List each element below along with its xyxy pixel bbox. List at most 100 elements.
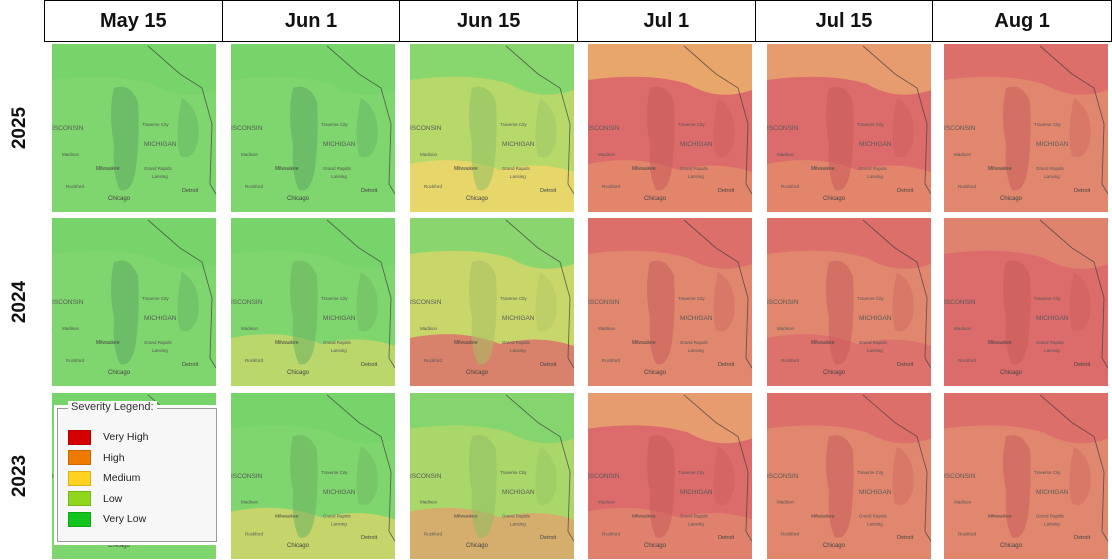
state-border [505,219,574,369]
label-chicago: Chicago [108,196,131,202]
label-detroit: Detroit [361,188,378,194]
map-svg: ISCONSIN MICHIGAN Traverse City Madison Milw… [588,218,752,386]
label-traverse-city: Traverse City [857,296,884,301]
lake-huron [1069,98,1091,158]
severity-area-south [588,507,752,559]
label-milwaukee: Milwaukee [275,166,299,172]
label-rockford: Rockford [781,184,800,189]
label-chicago: Chicago [1000,370,1023,376]
severity-area-north [588,218,752,269]
label-grand-rapids: Grand Rapids [680,514,709,519]
label-milwaukee: Milwaukee [454,514,478,520]
severity-area-north [944,218,1108,269]
map-tile-2023-jul-15: ISCONSIN MICHIGAN Traverse City Madison Milw… [767,393,931,559]
row-label-2025: 2025 [9,106,30,150]
label-detroit: Detroit [897,188,914,194]
label-detroit: Detroit [540,362,557,368]
label-lansing: Lansing [331,348,347,353]
label-wisconsin: ISCONSIN [231,125,263,132]
row-label-2024: 2024 [9,280,30,324]
map-svg: ISCONSIN MICHIGAN Traverse City Madison Milw… [231,218,395,386]
state-border [147,45,216,195]
label-rockford: Rockford [66,358,85,363]
label-madison: Madison [420,326,438,331]
lake-huron [892,446,914,506]
label-grand-rapids: Grand Rapids [502,514,531,519]
label-traverse-city: Traverse City [678,122,705,127]
label-michigan: MICHIGAN [680,489,713,496]
lake-huron [713,446,735,506]
lake-michigan [647,86,675,191]
severity-area-south [767,160,931,212]
label-madison: Madison [954,326,972,331]
label-milwaukee: Milwaukee [632,514,656,520]
label-lansing: Lansing [510,174,526,179]
label-detroit: Detroit [897,362,914,368]
label-grand-rapids: Grand Rapids [1036,166,1065,171]
lake-huron [535,98,557,158]
label-michigan: MICHIGAN [1036,141,1069,148]
label-milwaukee: Milwaukee [454,340,478,346]
lake-michigan [290,260,318,365]
label-michigan: MICHIGAN [144,315,177,322]
state-border [1039,219,1108,369]
severity-area-north [588,393,752,444]
label-michigan: MICHIGAN [680,315,713,322]
label-chicago: Chicago [108,370,131,376]
label-traverse-city: Traverse City [321,122,348,127]
column-header-row: May 15 Jun 1 Jun 15 Jul 1 Jul 15 Aug 1 [44,0,1112,42]
label-madison: Madison [241,326,259,331]
label-rockford: Rockford [958,184,977,189]
lake-michigan [826,86,854,191]
map-svg: ISCONSIN MICHIGAN Traverse City Madison Milw… [588,44,752,212]
map-tile-2025-may-15: ISCONSIN MICHIGAN Traverse City Madison Milw… [52,44,216,212]
label-grand-rapids: Grand Rapids [144,166,173,171]
label-lansing: Lansing [510,521,526,526]
label-grand-rapids: Grand Rapids [1036,340,1065,345]
map-tile-2023-jun-15: ISCONSIN MICHIGAN Traverse City Madison Milw… [410,393,574,559]
label-chicago: Chicago [466,543,489,549]
label-madison: Madison [954,152,972,157]
label-wisconsin: ISCONSIN [410,299,442,306]
label-michigan: MICHIGAN [323,315,356,322]
map-svg: ISCONSIN MICHIGAN Traverse City Madison Milw… [767,44,931,212]
legend-swatch-very-low [68,511,91,527]
state-border [505,45,574,195]
map-svg: ISCONSIN MICHIGAN Traverse City Madison Milw… [767,393,931,559]
label-rockford: Rockford [781,358,800,363]
lake-michigan [1003,86,1031,191]
label-traverse-city: Traverse City [1034,470,1061,475]
label-michigan: MICHIGAN [1036,489,1069,496]
severity-area-south [767,507,931,559]
label-milwaukee: Milwaukee [275,514,299,520]
severity-area-south [231,507,395,559]
lake-michigan [469,86,497,191]
label-chicago: Chicago [1000,196,1023,202]
label-grand-rapids: Grand Rapids [680,166,709,171]
label-grand-rapids: Grand Rapids [859,514,888,519]
label-chicago: Chicago [466,370,489,376]
lake-michigan [826,435,854,538]
map-tile-2024-jun-1: ISCONSIN MICHIGAN Traverse City Madison Milw… [231,218,395,386]
state-border [326,219,395,369]
column-header-jul-15: Jul 15 [756,1,934,41]
legend-item-very-low: Very Low [68,509,149,530]
label-milwaukee: Milwaukee [632,166,656,172]
state-border [1039,45,1108,195]
lake-huron [713,98,735,158]
severity-area-south [767,334,931,386]
label-wisconsin: ISCONSIN [767,299,799,306]
map-tile-2025-jul-15: ISCONSIN MICHIGAN Traverse City Madison Milw… [767,44,931,212]
severity-area-north [231,393,395,444]
map-svg: ISCONSIN MICHIGAN Traverse City Madison Milw… [52,44,216,212]
severity-area-south [410,334,574,386]
map-svg: ISCONSIN MICHIGAN Traverse City Madison Milw… [944,44,1108,212]
label-traverse-city: Traverse City [857,122,884,127]
severity-area-south [231,334,395,386]
map-tile-2023-jun-1: ISCONSIN MICHIGAN Traverse City Madison Milw… [231,393,395,559]
label-lansing: Lansing [331,521,347,526]
label-rockford: Rockford [245,531,264,536]
map-tile-2025-jul-1: ISCONSIN MICHIGAN Traverse City Madison Milw… [588,44,752,212]
label-grand-rapids: Grand Rapids [859,166,888,171]
label-michigan: MICHIGAN [502,141,535,148]
